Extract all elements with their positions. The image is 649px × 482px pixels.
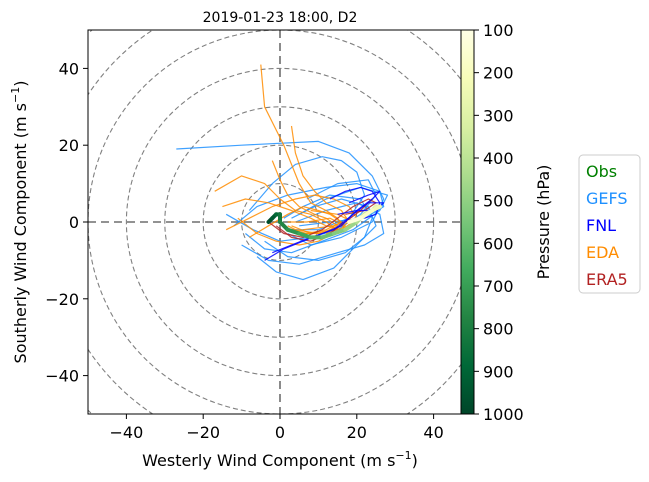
colorbar-tick-label: 300 bbox=[483, 106, 514, 125]
series-line-fnl bbox=[329, 186, 381, 219]
range-ring bbox=[164, 106, 396, 338]
legend-entry-obs: Obs bbox=[586, 162, 617, 181]
y-axis-label: Southerly Wind Component (m s−1) bbox=[9, 81, 30, 364]
colorbar bbox=[460, 29, 475, 415]
series-line-gefs bbox=[241, 202, 385, 265]
legend-entry-era5: ERA5 bbox=[586, 270, 628, 289]
y-tick-label: 20 bbox=[59, 136, 79, 155]
chart-title: 2019-01-23 18:00, D2 bbox=[203, 10, 358, 26]
legend-entry-eda: EDA bbox=[586, 243, 619, 262]
series-line-gefs bbox=[176, 140, 385, 246]
y-axis-label-text: Southerly Wind Component (m s bbox=[11, 103, 30, 363]
colorbar-tick-label: 400 bbox=[483, 149, 514, 168]
obs-segment bbox=[285, 227, 302, 236]
legend: Obs GEFS FNL EDA ERA5 bbox=[578, 154, 641, 294]
legend-entry-gefs: GEFS bbox=[586, 189, 628, 208]
series-line-gefs bbox=[264, 194, 373, 261]
y-tick-label: −40 bbox=[45, 367, 79, 386]
colorbar-label: Pressure (hPa) bbox=[534, 165, 553, 280]
obs-segment bbox=[297, 231, 313, 240]
series-line-fnl bbox=[272, 202, 385, 254]
x-axis-unit-exponent: −1 bbox=[395, 449, 411, 462]
x-tick-label: 0 bbox=[275, 423, 285, 442]
x-tick-label: 40 bbox=[423, 423, 443, 442]
obs-segment bbox=[320, 231, 336, 240]
colorbar-tick-label: 500 bbox=[483, 192, 514, 211]
y-axis-ticks: −40 −20 0 20 40 bbox=[45, 59, 88, 386]
x-tick-label: 20 bbox=[347, 423, 367, 442]
colorbar-tick-label: 900 bbox=[483, 362, 514, 381]
x-axis-label-text: Westerly Wind Component (m s bbox=[142, 451, 395, 470]
x-tick-label: −20 bbox=[186, 423, 220, 442]
colorbar-tick-label: 100 bbox=[483, 21, 514, 40]
colorbar-tick-label: 700 bbox=[483, 277, 514, 296]
y-tick-label: 0 bbox=[69, 213, 79, 232]
colorbar-tick-label: 200 bbox=[483, 64, 514, 83]
obs-segment bbox=[331, 227, 348, 236]
obs-segment bbox=[347, 216, 363, 224]
obs-segment bbox=[343, 220, 359, 232]
series-line-eda bbox=[222, 198, 354, 231]
colorbar-tick-label: 1000 bbox=[483, 405, 524, 424]
y-axis-unit-exponent: −1 bbox=[9, 87, 22, 103]
colorbar-tick-label: 600 bbox=[483, 234, 514, 253]
colorbar-tick-label: 800 bbox=[483, 320, 514, 339]
colorbar-ticks: 100 200 300 400 500 600 700 800 900 1000 bbox=[474, 21, 524, 424]
y-axis-unit-close: ) bbox=[11, 81, 30, 87]
legend-entry-fnl: FNL bbox=[586, 216, 616, 235]
series-line-eda bbox=[290, 125, 350, 235]
y-tick-label: −20 bbox=[45, 290, 79, 309]
obs-segment bbox=[358, 208, 375, 221]
x-axis-label: Westerly Wind Component (m s−1) bbox=[142, 449, 418, 470]
series-layer bbox=[176, 64, 389, 281]
zero-axis-lines bbox=[88, 30, 472, 414]
x-axis-ticks: −40 −20 0 20 40 bbox=[110, 414, 444, 442]
legend-frame bbox=[578, 154, 641, 294]
y-tick-label: 40 bbox=[59, 59, 79, 78]
x-axis-unit-close: ) bbox=[412, 451, 418, 470]
x-tick-label: −40 bbox=[110, 423, 144, 442]
series-line-gefs bbox=[256, 198, 377, 281]
legend-entries: Obs GEFS FNL EDA ERA5 bbox=[586, 162, 628, 289]
